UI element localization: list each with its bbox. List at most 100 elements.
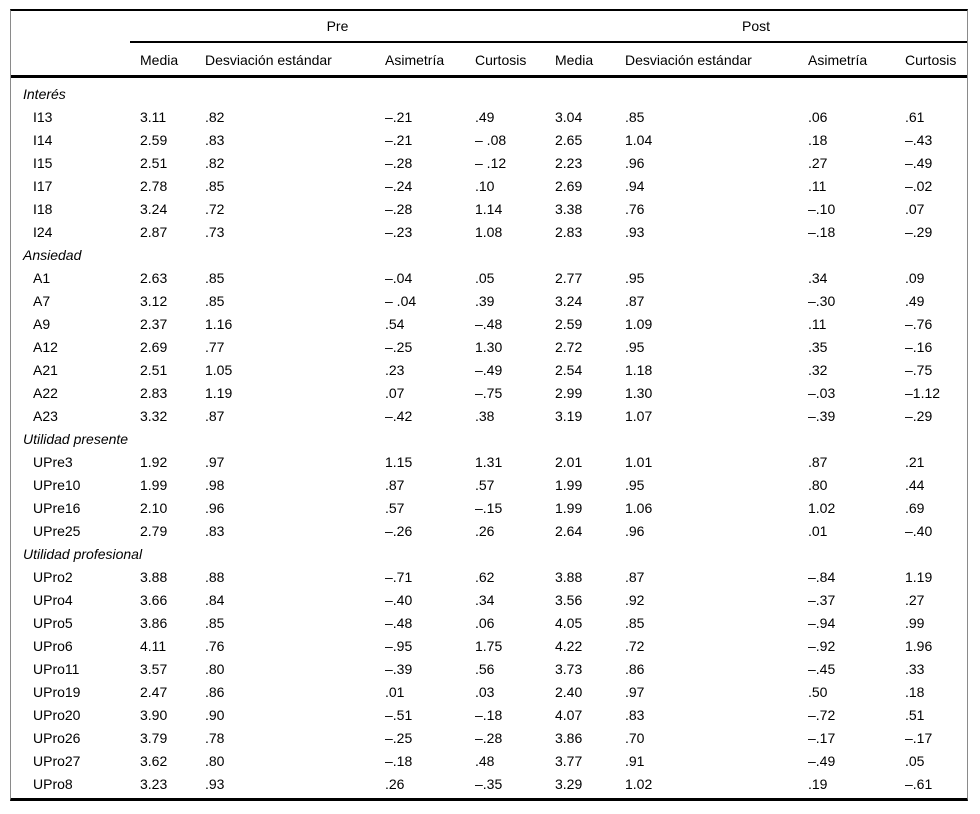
cell-value: 3.86 (555, 730, 583, 746)
cell-value: –.92 (808, 638, 836, 654)
cell-value: 2.78 (140, 178, 168, 194)
descriptives-table: Pre Post Media Desviación estándar Asime… (10, 9, 968, 801)
table-row: A23 3.32 .87 –.42 .38 3.19 1.07 –.39 –.29 (11, 405, 967, 428)
cell-value: 1.02 (625, 776, 653, 792)
cell-value: 1.07 (625, 408, 653, 424)
cell-value: 3.62 (140, 753, 168, 769)
column-header-pre-kurtosis: Curtosis (475, 52, 527, 68)
cell-value: –.26 (385, 523, 413, 539)
cell-value: .95 (625, 270, 645, 286)
cell-value: .99 (905, 615, 925, 631)
cell-value: 3.32 (140, 408, 168, 424)
cell-value: .87 (385, 477, 405, 493)
cell-value: 1.09 (625, 316, 653, 332)
cell-value: 1.18 (625, 362, 653, 378)
section-label: Utilidad presente (23, 431, 129, 447)
cell-value: –.29 (905, 408, 933, 424)
table-row: UPro4 3.66 .84 –.40 .34 3.56 .92 –.37 .27 (11, 589, 967, 612)
cell-value: 3.56 (555, 592, 583, 608)
cell-value: 2.51 (140, 362, 168, 378)
cell-value: .72 (205, 201, 225, 217)
table-row: UPro19 2.47 .86 .01 .03 2.40 .97 .50 .18 (11, 681, 967, 704)
table-row: A21 2.51 1.05 .23 –.49 2.54 1.18 .32 –.75 (11, 359, 967, 382)
cell-value: .85 (205, 293, 225, 309)
cell-value: .61 (905, 109, 925, 125)
row-label: I13 (33, 109, 53, 125)
column-header-pre-sd: Desviación estándar (205, 52, 332, 68)
cell-value: .09 (905, 270, 925, 286)
cell-value: .87 (625, 569, 645, 585)
cell-value: 1.19 (905, 569, 933, 585)
cell-value: 4.05 (555, 615, 583, 631)
cell-value: .76 (625, 201, 645, 217)
cell-value: .57 (385, 500, 405, 516)
cell-value: 3.73 (555, 661, 583, 677)
cell-value: 2.64 (555, 523, 583, 539)
cell-value: 1.75 (475, 638, 503, 654)
column-header-post-skew: Asimetría (808, 52, 868, 68)
cell-value: –.45 (808, 661, 836, 677)
cell-value: .97 (625, 684, 645, 700)
cell-value: 3.57 (140, 661, 168, 677)
table-row: I13 3.11 .82 –.21 .49 3.04 .85 .06 .61 (11, 106, 967, 129)
cell-value: .87 (625, 293, 645, 309)
cell-value: .85 (625, 615, 645, 631)
cell-value: 2.37 (140, 316, 168, 332)
table-row: I24 2.87 .73 –.23 1.08 2.83 .93 –.18 –.29 (11, 221, 967, 244)
cell-value: .93 (205, 776, 225, 792)
cell-value: .97 (205, 454, 225, 470)
cell-value: .50 (808, 684, 828, 700)
column-header-pre-media: Media (140, 52, 179, 68)
table-row: UPro27 3.62 .80 –.18 .48 3.77 .91 –.49 .05 (11, 750, 967, 773)
table-row: I18 3.24 .72 –.28 1.14 3.38 .76 –.10 .07 (11, 198, 967, 221)
row-label: A7 (33, 293, 51, 309)
cell-value: .32 (808, 362, 828, 378)
cell-value: 1.30 (475, 339, 503, 355)
cell-value: 1.01 (625, 454, 653, 470)
cell-value: .11 (808, 316, 827, 332)
cell-value: –.49 (905, 155, 933, 171)
cell-value: 1.30 (625, 385, 653, 401)
column-header-post-kurtosis: Curtosis (905, 52, 957, 68)
cell-value: 3.66 (140, 592, 168, 608)
cell-value: – .08 (475, 132, 507, 148)
cell-value: .85 (205, 270, 225, 286)
cell-value: .07 (905, 201, 925, 217)
table-row: I14 2.59 .83 –.21 – .08 2.65 1.04 .18 –.43 (11, 129, 967, 152)
cell-value: –.49 (475, 362, 503, 378)
cell-value: –.23 (385, 224, 413, 240)
cell-value: –.28 (385, 201, 413, 217)
row-label: A9 (33, 316, 51, 332)
cell-value: 3.04 (555, 109, 583, 125)
cell-value: .54 (385, 316, 405, 332)
cell-value: 1.16 (205, 316, 233, 332)
cell-value: .88 (205, 569, 225, 585)
cell-value: 2.10 (140, 500, 168, 516)
cell-value: .82 (205, 155, 225, 171)
cell-value: .38 (475, 408, 495, 424)
cell-value: .51 (905, 707, 925, 723)
cell-value: 2.69 (140, 339, 168, 355)
cell-value: 1.99 (555, 477, 583, 493)
table-row: UPre10 1.99 .98 .87 .57 1.99 .95 .80 .44 (11, 474, 967, 497)
cell-value: – .12 (475, 155, 507, 171)
cell-value: .27 (808, 155, 828, 171)
row-label: I18 (33, 201, 53, 217)
cell-value: –.72 (808, 707, 836, 723)
table-row: UPro11 3.57 .80 –.39 .56 3.73 .86 –.45 .33 (11, 658, 967, 681)
cell-value: –.51 (385, 707, 413, 723)
row-label: I17 (33, 178, 53, 194)
cell-value: 1.08 (475, 224, 503, 240)
cell-value: 3.29 (555, 776, 583, 792)
cell-value: .34 (475, 592, 495, 608)
table-row: A9 2.37 1.16 .54 –.48 2.59 1.09 .11 –.76 (11, 313, 967, 336)
cell-value: .23 (385, 362, 405, 378)
cell-value: .11 (808, 178, 827, 194)
row-label: UPro27 (33, 753, 81, 769)
table-row: A22 2.83 1.19 .07 –.75 2.99 1.30 –.03 –1.12 (11, 382, 967, 405)
cell-value: 1.02 (808, 500, 836, 516)
cell-value: .78 (205, 730, 225, 746)
cell-value: –.75 (905, 362, 933, 378)
cell-value: 3.88 (555, 569, 583, 585)
cell-value: .35 (808, 339, 828, 355)
